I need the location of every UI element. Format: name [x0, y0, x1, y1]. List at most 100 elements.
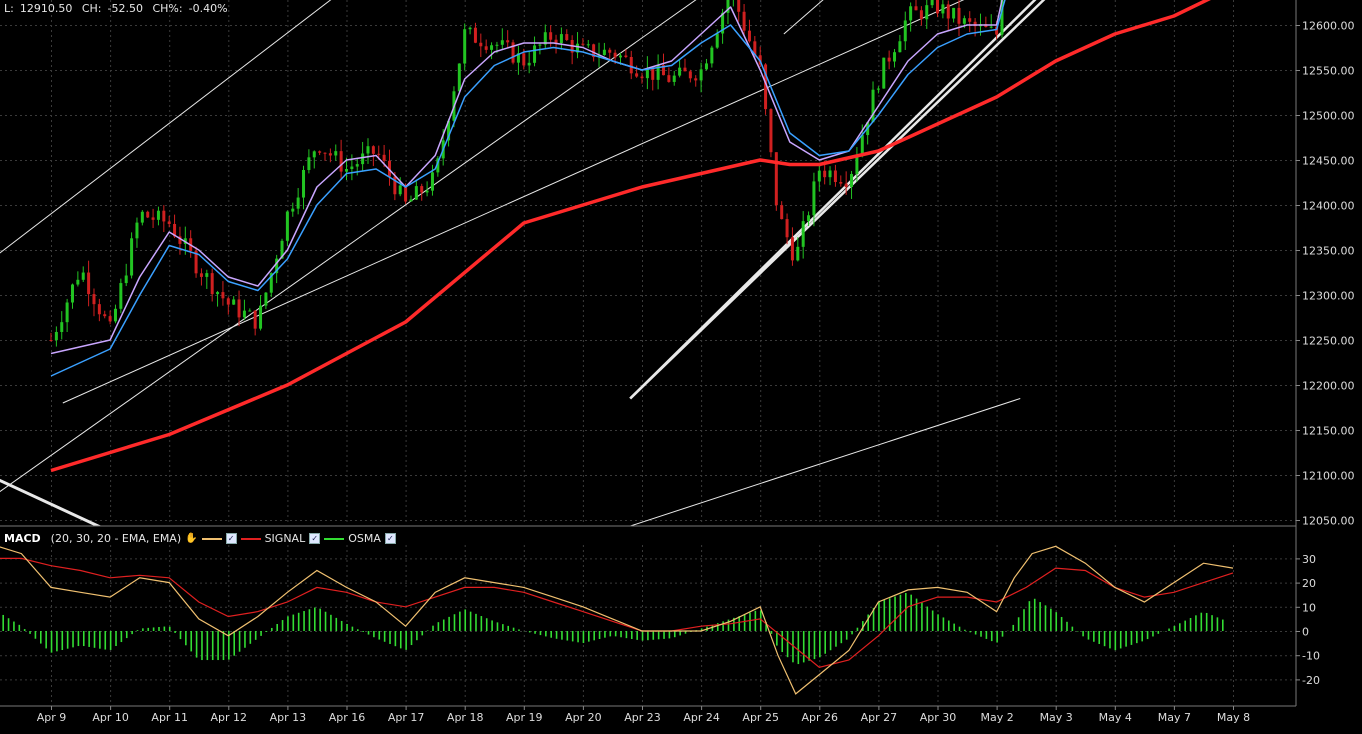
- candle-up: [828, 170, 832, 178]
- candle-down: [473, 27, 477, 43]
- candle-down: [108, 316, 112, 322]
- trendline: [629, 0, 1037, 400]
- macd-tick-label: 10: [1302, 601, 1316, 614]
- price-tick-label: 12250.00: [1302, 335, 1355, 348]
- change-pct-label: CH%:: [152, 2, 183, 15]
- macd-title: MACD: [4, 532, 41, 545]
- signal-line-swatch: [240, 537, 261, 540]
- macd-tick-label: 30: [1302, 553, 1316, 566]
- candle-up: [76, 279, 80, 285]
- candle-up: [269, 273, 273, 293]
- x-tick-label: Apr 26: [802, 711, 839, 724]
- macd-tick-label: -20: [1302, 674, 1320, 687]
- candle-down: [339, 151, 343, 172]
- change-label: CH:: [81, 2, 102, 15]
- price-tick-label: 12350.00: [1302, 245, 1355, 258]
- macd-plot: [0, 545, 1234, 695]
- candle-up: [893, 52, 897, 62]
- moving-averages: [50, 0, 1211, 473]
- candle-down: [554, 39, 558, 44]
- candle-up: [216, 292, 220, 295]
- candle-up: [645, 68, 649, 79]
- candle-up: [855, 156, 859, 174]
- candle-down: [167, 221, 171, 224]
- osma-swatch: [324, 537, 345, 540]
- price-tick-label: 12150.00: [1302, 425, 1355, 438]
- candle-up: [672, 75, 676, 82]
- candle-up: [715, 33, 719, 48]
- candle-down: [995, 26, 999, 35]
- candle-up: [430, 172, 434, 191]
- candle-down: [640, 76, 644, 79]
- candle-down: [785, 219, 789, 238]
- macd-visible-checkbox[interactable]: ✓: [225, 533, 237, 544]
- candle-up: [925, 5, 929, 20]
- candle-down: [651, 68, 655, 80]
- x-tick-label: Apr 24: [683, 711, 720, 724]
- candle-up: [275, 258, 279, 274]
- candle-up: [678, 67, 682, 76]
- x-tick-label: May 2: [980, 711, 1013, 724]
- candle-up: [860, 135, 864, 157]
- candle-up: [586, 44, 590, 46]
- low-label: L:: [4, 2, 14, 15]
- candle-up: [812, 181, 816, 216]
- candle-down: [87, 272, 91, 295]
- candle-down: [226, 298, 230, 305]
- candle-down: [237, 299, 241, 318]
- candle-up: [597, 55, 601, 58]
- candle-up: [285, 211, 289, 241]
- trendline: [0, 0, 332, 254]
- hand-icon[interactable]: ✋: [185, 533, 198, 544]
- candle-up: [242, 310, 246, 318]
- candle-up: [409, 199, 413, 202]
- candle-down: [549, 32, 553, 40]
- signal-visible-checkbox[interactable]: ✓: [309, 533, 321, 544]
- price-tick-label: 12600.00: [1302, 20, 1355, 33]
- candle-down: [790, 237, 794, 261]
- candle-down: [318, 151, 322, 153]
- price-tick-label: 12050.00: [1302, 515, 1355, 528]
- candle-down: [764, 64, 768, 110]
- candle-up: [801, 221, 805, 247]
- candle-down: [936, 0, 939, 14]
- osma-visible-checkbox[interactable]: ✓: [384, 533, 396, 544]
- trendline: [0, 478, 102, 526]
- x-tick-label: Apr 10: [92, 711, 129, 724]
- candle-up: [130, 238, 134, 276]
- x-tick-label: Apr 18: [447, 711, 484, 724]
- candle-up: [291, 208, 295, 212]
- x-tick-label: May 7: [1158, 711, 1191, 724]
- candle-up: [490, 45, 494, 50]
- candle-up: [113, 308, 117, 322]
- candle-down: [592, 44, 596, 58]
- candle-up: [726, 0, 730, 13]
- change-pct-value: -0.40%: [188, 2, 228, 15]
- candle-down: [769, 109, 773, 153]
- candle-up: [468, 27, 472, 30]
- candle-down: [323, 152, 327, 154]
- candle-down: [613, 52, 617, 58]
- candle-up: [962, 18, 966, 24]
- candle-up: [232, 299, 236, 305]
- candle-up: [457, 63, 461, 92]
- candle-up: [425, 190, 429, 193]
- candle-down: [968, 18, 972, 22]
- candle-down: [774, 152, 778, 206]
- macd-tick-label: 0: [1302, 626, 1309, 639]
- candle-down: [103, 314, 107, 317]
- candle-down: [511, 42, 515, 63]
- candle-up: [559, 34, 563, 44]
- candle-up: [312, 151, 316, 158]
- trendline: [62, 0, 965, 404]
- candle-up: [619, 55, 623, 58]
- x-tick-label: Apr 19: [506, 711, 543, 724]
- candle-down: [92, 294, 96, 305]
- candle-down: [839, 181, 843, 184]
- candle-down: [178, 236, 182, 244]
- candle-up: [65, 302, 69, 323]
- candle-up: [361, 153, 365, 165]
- candle-down: [833, 170, 837, 182]
